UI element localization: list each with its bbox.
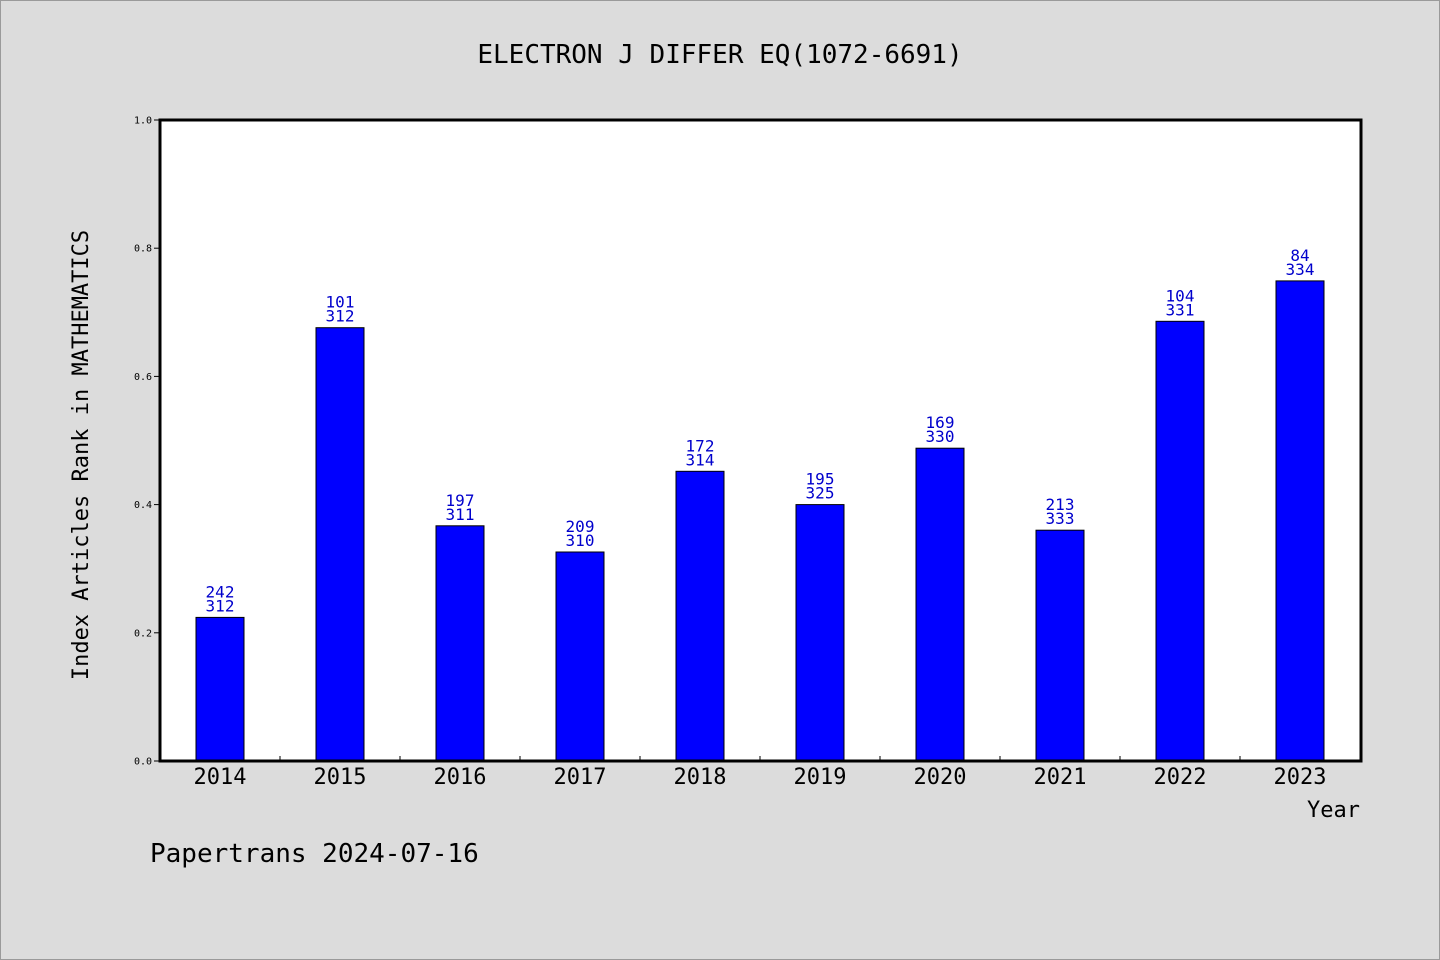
bar-2014 bbox=[195, 616, 245, 762]
y-tick-label: 0.4 bbox=[134, 500, 152, 511]
bar-2018 bbox=[675, 470, 725, 762]
x-tick-label-2016: 2016 bbox=[434, 765, 487, 790]
bar-rank-label-2017: 209 bbox=[566, 517, 595, 536]
bar-total-label-2023: 334 bbox=[1286, 260, 1315, 279]
bar-total-label-2018: 314 bbox=[686, 450, 715, 469]
bar-total-label-2022: 331 bbox=[1166, 300, 1195, 319]
bar-rank-label-2020: 169 bbox=[926, 413, 955, 432]
x-tick-label-2023: 2023 bbox=[1274, 765, 1327, 790]
y-tick-label: 0.8 bbox=[134, 244, 152, 255]
bar-rank-label-2022: 104 bbox=[1166, 286, 1195, 305]
y-tick-label: 0.6 bbox=[134, 372, 152, 383]
y-tick-label: 1.0 bbox=[134, 116, 152, 127]
y-axis: 0.0 0.2 0.4 0.6 0.8 1.0 bbox=[134, 116, 160, 768]
x-tick-label-2022: 2022 bbox=[1154, 765, 1207, 790]
bar-rank-label-2019: 195 bbox=[806, 470, 835, 489]
y-tick-label: 0.0 bbox=[134, 757, 152, 768]
bar-rank-label-2023: 84 bbox=[1290, 246, 1309, 265]
bar-labels-layer: 2423121013121973112093101723141953251693… bbox=[206, 246, 1315, 616]
bars-layer bbox=[195, 280, 1325, 762]
footer-credit: Papertrans 2024-07-16 bbox=[150, 839, 479, 869]
x-tick-label-2014: 2014 bbox=[194, 765, 247, 790]
x-tick-label-2015: 2015 bbox=[314, 765, 367, 790]
bar-total-label-2019: 325 bbox=[806, 484, 835, 503]
bar-2017 bbox=[555, 551, 605, 762]
bar-2021 bbox=[1035, 529, 1085, 762]
bar-2016 bbox=[435, 525, 485, 762]
bar-total-label-2021: 333 bbox=[1046, 509, 1075, 528]
bar-2015 bbox=[315, 327, 365, 762]
bar-total-label-2015: 312 bbox=[326, 307, 355, 326]
bar-total-label-2020: 330 bbox=[926, 427, 955, 446]
bar-rank-label-2015: 101 bbox=[326, 293, 355, 312]
bar-total-label-2017: 310 bbox=[566, 531, 595, 550]
bar-total-label-2016: 311 bbox=[446, 505, 475, 524]
bar-rank-label-2021: 213 bbox=[1046, 495, 1075, 514]
bar-total-label-2014: 312 bbox=[206, 596, 235, 615]
x-tick-label-2017: 2017 bbox=[554, 765, 607, 790]
x-tick-label-2018: 2018 bbox=[674, 765, 727, 790]
bar-2020 bbox=[915, 447, 965, 762]
bar-rank-label-2014: 242 bbox=[206, 582, 235, 601]
bar-2022 bbox=[1155, 320, 1205, 762]
x-tick-label-2021: 2021 bbox=[1034, 765, 1087, 790]
x-tick-label-2019: 2019 bbox=[794, 765, 847, 790]
bar-rank-label-2016: 197 bbox=[446, 491, 475, 510]
x-axis: 2014 2015 2016 2017 2018 2019 2020 2021 2022 2023 bbox=[194, 756, 1327, 790]
chart-title: ELECTRON J DIFFER EQ(1072-6691) bbox=[477, 40, 962, 70]
bar-2019 bbox=[795, 504, 845, 762]
x-tick-label-2020: 2020 bbox=[914, 765, 967, 790]
bar-rank-label-2018: 172 bbox=[686, 436, 715, 455]
y-axis-label: Index Articles Rank in MATHEMATICS bbox=[69, 230, 94, 680]
bar-2023 bbox=[1275, 280, 1325, 762]
y-tick-label: 0.2 bbox=[134, 628, 152, 639]
x-axis-label: Year bbox=[1307, 798, 1360, 823]
